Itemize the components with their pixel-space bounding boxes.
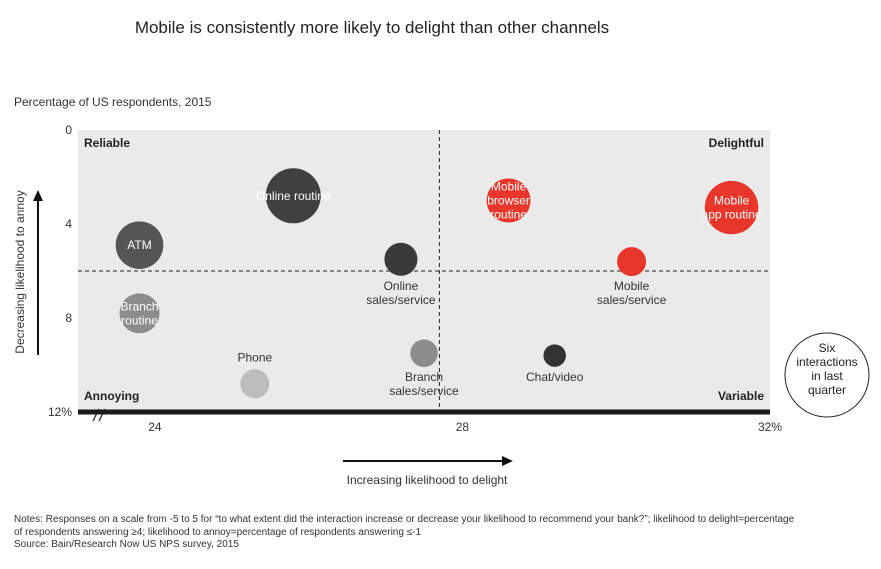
bubble-label-chat-video: Chat/video xyxy=(526,370,584,384)
size-legend-label: quarter xyxy=(808,383,846,397)
axis-break-mark xyxy=(92,408,100,422)
bubble-label-mobile-browser-routine: browser xyxy=(487,194,530,208)
y-axis-arrowhead xyxy=(33,190,43,201)
quadrant-label-reliable: Reliable xyxy=(84,136,130,150)
bubble-branch-sales-service xyxy=(410,339,438,368)
notes-line-1: Notes: Responses on a scale from -5 to 5… xyxy=(14,514,795,525)
size-legend-label: in last xyxy=(811,369,843,383)
bubble-phone xyxy=(240,369,270,399)
y-tick-label-4: 4 xyxy=(65,217,72,231)
bubble-label-mobile-browser-routine: Mobile xyxy=(491,180,527,194)
bubble-atm xyxy=(115,221,164,269)
bubble-label-phone: Phone xyxy=(237,350,272,364)
y-axis-label: Decreasing likelihood to annoy xyxy=(13,190,27,353)
quadrant-label-delightful: Delightful xyxy=(709,136,764,150)
bubble-mobile-sales-service xyxy=(617,247,647,277)
bubble-label-mobile-sales-service: Mobile xyxy=(614,279,650,293)
chart-subtitle: Percentage of US respondents, 2015 xyxy=(14,95,212,109)
x-axis-label: Increasing likelihood to delight xyxy=(347,473,508,487)
bubble-label-branch-sales-service: Branch xyxy=(405,370,443,384)
bubble-online-routine xyxy=(265,168,321,224)
bubble-label-branch-sales-service: sales/service xyxy=(389,384,459,398)
quadrant-label-variable: Variable xyxy=(718,389,764,403)
x-tick-label-28: 28 xyxy=(456,420,470,434)
bubble-label-mobile-sales-service: sales/service xyxy=(597,293,667,307)
bubble-label-online-routine: Online routine xyxy=(256,189,331,203)
bubble-chat-video xyxy=(543,344,566,367)
y-tick-label-12: 12% xyxy=(48,405,72,419)
bubble-mobile-app-routine xyxy=(704,180,759,235)
size-legend-label: Six xyxy=(819,341,836,355)
bubble-label-mobile-app-routine: app routine xyxy=(702,208,762,222)
size-legend-label: interactions xyxy=(796,355,857,369)
size-legend-circle xyxy=(784,332,870,418)
notes-source: Source: Bain/Research Now US NPS survey,… xyxy=(14,539,239,550)
bubble-label-branch-routine: routine xyxy=(121,313,158,327)
x-axis-arrowhead xyxy=(502,456,513,466)
y-tick-label-0: 0 xyxy=(65,123,72,137)
x-tick-label-32: 32% xyxy=(758,420,782,434)
bubble-branch-routine xyxy=(119,293,160,334)
bubble-label-branch-routine: Branch xyxy=(120,299,158,313)
chart-notes: Notes: Responses on a scale from -5 to 5… xyxy=(14,514,874,552)
bubble-mobile-browser-routine xyxy=(486,178,531,223)
bubble-label-online-sales-service: sales/service xyxy=(366,293,436,307)
bubble-label-mobile-app-routine: Mobile xyxy=(714,194,750,208)
notes-line-2: of respondents answering ≥4; likelihood … xyxy=(14,526,422,538)
quadrant-label-annoying: Annoying xyxy=(84,389,139,403)
bubble-label-mobile-browser-routine: routine xyxy=(490,208,527,222)
chart-title: Mobile is consistently more likely to de… xyxy=(134,18,610,37)
bubble-online-sales-service xyxy=(384,242,418,276)
bubble-label-atm: ATM xyxy=(127,238,151,252)
x-tick-label-24: 24 xyxy=(148,420,162,434)
y-tick-label-8: 8 xyxy=(65,311,72,325)
axis-break-mark xyxy=(98,408,106,422)
bubble-label-online-sales-service: Online xyxy=(384,279,419,293)
